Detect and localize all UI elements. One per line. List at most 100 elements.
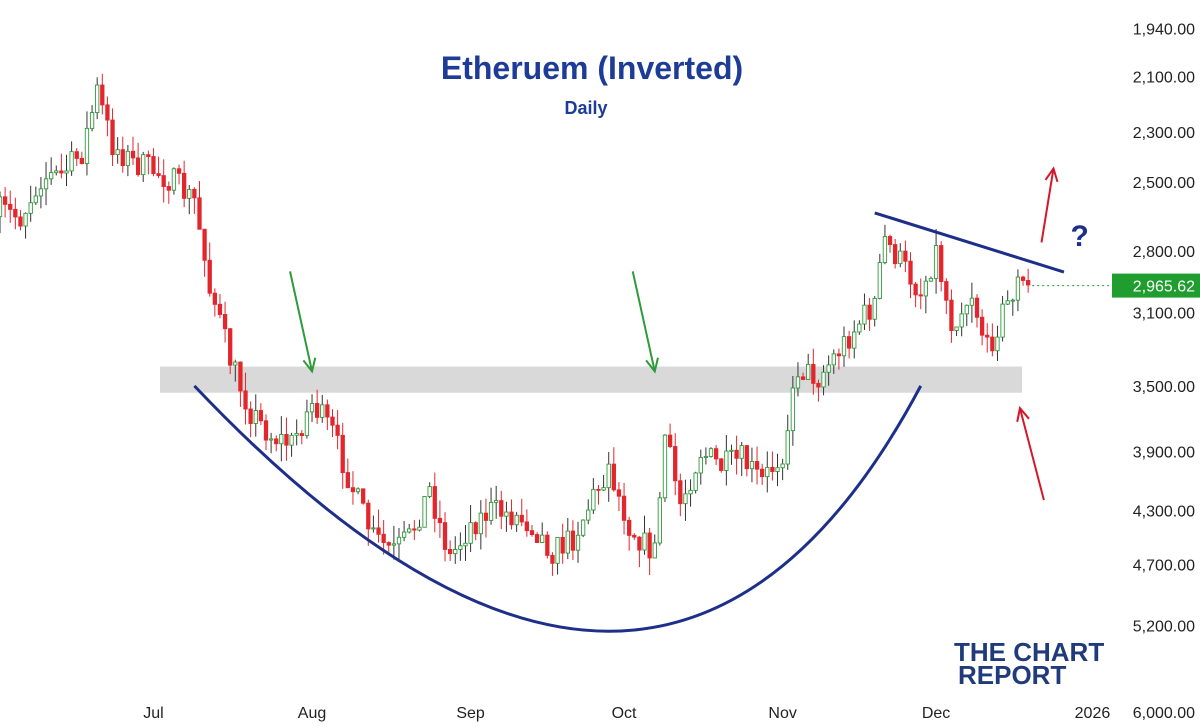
candle-body — [667, 434, 673, 447]
candle-body — [580, 519, 586, 536]
candle — [151, 148, 156, 177]
candle — [279, 416, 284, 462]
candle-body — [171, 168, 177, 191]
candle — [84, 111, 90, 176]
candle-body — [893, 244, 898, 265]
candle — [790, 375, 796, 446]
candle — [995, 325, 1000, 362]
candle-body — [371, 527, 376, 530]
candle — [770, 451, 775, 481]
candle — [89, 105, 95, 132]
candle — [120, 136, 125, 173]
candle — [314, 389, 320, 424]
candle — [785, 414, 790, 470]
candle — [192, 187, 197, 214]
candle — [519, 498, 524, 527]
candle — [683, 479, 688, 521]
candle — [1005, 290, 1010, 305]
candle-body — [550, 554, 555, 564]
candle-body — [570, 530, 576, 551]
y-tick-label: 2,100.00 — [1133, 70, 1195, 87]
candle-body — [340, 434, 345, 474]
candle-body — [995, 336, 1000, 352]
last-price-badge: 2,965.62 — [1112, 273, 1200, 298]
candle-body — [565, 530, 570, 554]
candle — [795, 362, 801, 397]
candle-body — [545, 534, 550, 556]
candle-body — [304, 411, 310, 437]
candle — [243, 372, 248, 425]
candle-body — [494, 500, 499, 503]
candle — [28, 185, 33, 222]
candle — [483, 498, 489, 538]
candle — [509, 499, 514, 530]
candle — [135, 142, 141, 177]
candle — [473, 521, 478, 541]
green-arrow-1 — [289, 271, 317, 374]
candle-body — [156, 173, 161, 177]
candle — [289, 432, 294, 457]
candle-body — [135, 157, 141, 176]
candle-body — [596, 488, 601, 491]
candle-body — [524, 521, 530, 532]
candle — [893, 239, 898, 269]
candle — [23, 212, 28, 239]
candle-body — [514, 514, 519, 526]
candle — [872, 296, 877, 327]
candle-body — [985, 334, 990, 338]
candle — [442, 512, 448, 562]
candle-body — [882, 236, 888, 264]
candle-body — [1026, 280, 1031, 286]
candle — [371, 515, 376, 533]
candle-body — [447, 548, 453, 555]
candle — [43, 162, 49, 206]
candle-body — [202, 228, 207, 261]
y-axis: 1,940.00 2,100.00 2,300.00 2,500.00 2,800.00… — [1032, 22, 1200, 722]
candle — [647, 527, 652, 576]
candle-body — [473, 522, 478, 535]
candle-body — [760, 468, 765, 478]
candle-body — [1010, 299, 1015, 302]
candle — [494, 485, 499, 519]
candle — [918, 278, 923, 310]
candle — [596, 485, 601, 505]
candle-body — [2, 196, 8, 205]
y-tick-label: 4,700.00 — [1133, 557, 1195, 574]
candle-body — [38, 188, 44, 197]
candle-body — [345, 472, 350, 489]
candle — [913, 281, 918, 308]
candle-body — [708, 448, 714, 457]
candle — [49, 157, 54, 185]
candle-body — [816, 382, 821, 388]
candle-body — [703, 455, 709, 458]
candle — [258, 403, 264, 426]
candle-body — [391, 543, 397, 546]
candle-body — [647, 532, 652, 559]
candle-body — [632, 534, 637, 538]
candle — [734, 435, 739, 475]
candle-body — [811, 363, 816, 384]
candle — [0, 191, 3, 234]
candle-body — [969, 297, 975, 306]
candle — [161, 159, 166, 203]
candle — [514, 511, 519, 532]
candle-body — [673, 446, 678, 482]
candle — [350, 471, 356, 505]
candle — [95, 77, 100, 120]
candle — [887, 234, 893, 253]
candle — [33, 186, 38, 205]
candle-body — [841, 336, 847, 357]
candle-body — [228, 328, 233, 366]
candle-body — [13, 208, 18, 218]
candle — [207, 242, 212, 297]
candle — [560, 523, 565, 564]
candle-body — [913, 283, 918, 296]
candle-body — [519, 514, 524, 523]
candle — [212, 288, 217, 317]
candle-body — [325, 404, 330, 418]
candle-body — [575, 534, 581, 551]
candle — [657, 491, 663, 546]
candle-body — [386, 542, 391, 546]
candle-body — [284, 433, 289, 446]
candle-body — [54, 170, 59, 174]
